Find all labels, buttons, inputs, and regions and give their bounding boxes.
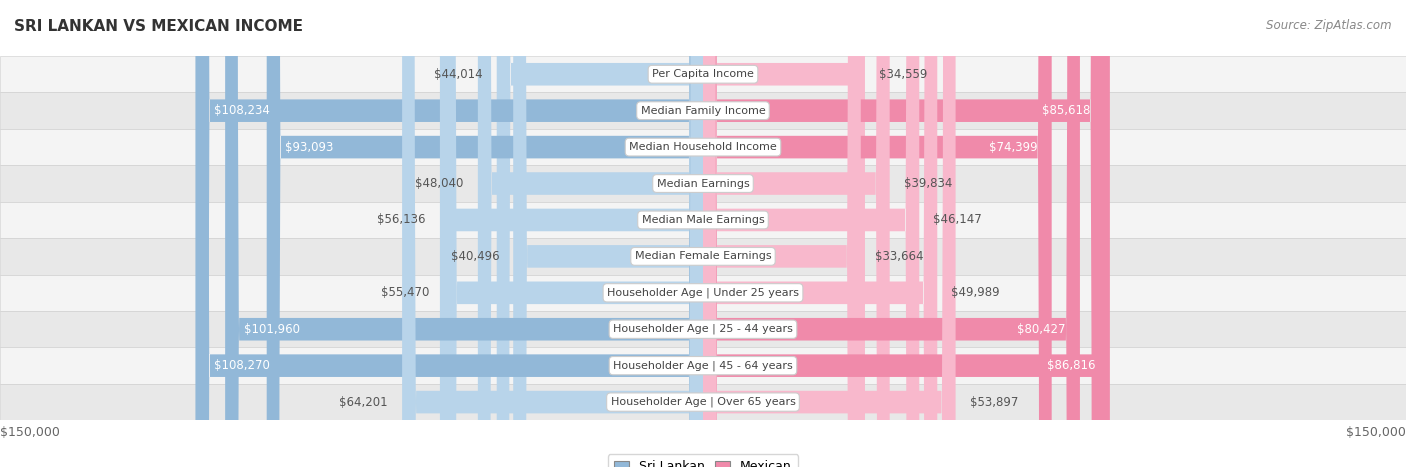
- Text: $108,270: $108,270: [214, 359, 270, 372]
- FancyBboxPatch shape: [513, 0, 703, 467]
- Text: Median Earnings: Median Earnings: [657, 178, 749, 189]
- Text: $40,496: $40,496: [450, 250, 499, 263]
- Text: $101,960: $101,960: [243, 323, 299, 336]
- Text: Median Male Earnings: Median Male Earnings: [641, 215, 765, 225]
- Bar: [0, 384, 1406, 420]
- Text: $150,000: $150,000: [0, 426, 60, 439]
- Bar: [0, 238, 1406, 275]
- Text: Median Female Earnings: Median Female Earnings: [634, 251, 772, 262]
- FancyBboxPatch shape: [440, 0, 703, 467]
- Text: $74,399: $74,399: [988, 141, 1038, 154]
- Text: $49,989: $49,989: [952, 286, 1000, 299]
- Legend: Sri Lankan, Mexican: Sri Lankan, Mexican: [607, 454, 799, 467]
- Text: $33,664: $33,664: [875, 250, 924, 263]
- Bar: [0, 165, 1406, 202]
- Text: $44,014: $44,014: [434, 68, 482, 81]
- FancyBboxPatch shape: [195, 0, 703, 467]
- Text: Median Household Income: Median Household Income: [628, 142, 778, 152]
- FancyBboxPatch shape: [225, 0, 703, 467]
- Text: SRI LANKAN VS MEXICAN INCOME: SRI LANKAN VS MEXICAN INCOME: [14, 19, 304, 34]
- Text: Householder Age | 45 - 64 years: Householder Age | 45 - 64 years: [613, 361, 793, 371]
- FancyBboxPatch shape: [267, 0, 703, 467]
- FancyBboxPatch shape: [703, 0, 890, 467]
- Text: $64,201: $64,201: [339, 396, 388, 409]
- Text: Householder Age | 25 - 44 years: Householder Age | 25 - 44 years: [613, 324, 793, 334]
- FancyBboxPatch shape: [703, 0, 956, 467]
- Text: $48,040: $48,040: [415, 177, 464, 190]
- FancyBboxPatch shape: [703, 0, 865, 467]
- FancyBboxPatch shape: [703, 0, 1104, 467]
- Text: $53,897: $53,897: [970, 396, 1018, 409]
- Text: $46,147: $46,147: [934, 213, 981, 226]
- FancyBboxPatch shape: [703, 0, 1109, 467]
- FancyBboxPatch shape: [496, 0, 703, 467]
- FancyBboxPatch shape: [402, 0, 703, 467]
- Text: $86,816: $86,816: [1047, 359, 1095, 372]
- FancyBboxPatch shape: [478, 0, 703, 467]
- Text: $39,834: $39,834: [904, 177, 952, 190]
- FancyBboxPatch shape: [703, 0, 938, 467]
- FancyBboxPatch shape: [703, 0, 920, 467]
- Text: $56,136: $56,136: [377, 213, 426, 226]
- FancyBboxPatch shape: [195, 0, 703, 467]
- FancyBboxPatch shape: [703, 0, 860, 467]
- Text: $55,470: $55,470: [381, 286, 429, 299]
- FancyBboxPatch shape: [443, 0, 703, 467]
- Text: $80,427: $80,427: [1018, 323, 1066, 336]
- Bar: [0, 311, 1406, 347]
- FancyBboxPatch shape: [703, 0, 1052, 467]
- Text: $85,618: $85,618: [1042, 104, 1090, 117]
- Text: $34,559: $34,559: [879, 68, 928, 81]
- Text: Median Family Income: Median Family Income: [641, 106, 765, 116]
- Text: $150,000: $150,000: [1346, 426, 1406, 439]
- Bar: [0, 129, 1406, 165]
- Bar: [0, 92, 1406, 129]
- Bar: [0, 56, 1406, 92]
- Bar: [0, 202, 1406, 238]
- Bar: [0, 275, 1406, 311]
- Text: Householder Age | Under 25 years: Householder Age | Under 25 years: [607, 288, 799, 298]
- Text: Source: ZipAtlas.com: Source: ZipAtlas.com: [1267, 19, 1392, 32]
- Text: Householder Age | Over 65 years: Householder Age | Over 65 years: [610, 397, 796, 407]
- Bar: [0, 347, 1406, 384]
- Text: $108,234: $108,234: [215, 104, 270, 117]
- Text: $93,093: $93,093: [285, 141, 333, 154]
- Text: Per Capita Income: Per Capita Income: [652, 69, 754, 79]
- FancyBboxPatch shape: [703, 0, 1080, 467]
